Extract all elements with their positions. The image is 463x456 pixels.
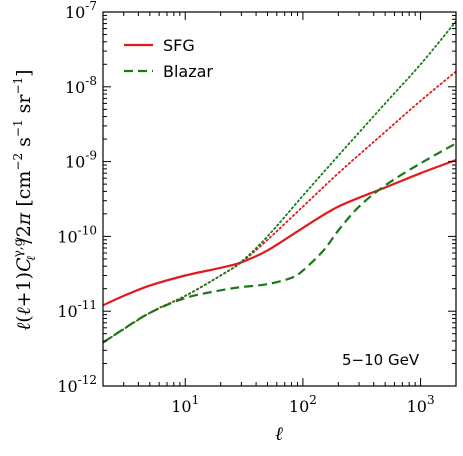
energy-band-annotation: 5−10 GeV [342, 351, 420, 369]
legend-label-blazar: Blazar [163, 62, 213, 81]
tick-labels: 101 102 103 10-12 10-11 10-10 10-9 10-8 10-7 [57, 0, 434, 416]
y-tick-label: 10-9 [65, 149, 97, 172]
legend: SFG Blazar [124, 36, 213, 81]
svg-text:ℓ(ℓ+1)Cγ,gℓ/2π [cm−2 s−1 sr−1]: ℓ(ℓ+1)Cγ,gℓ/2π [cm−2 s−1 sr−1] [11, 69, 38, 330]
series-lines [103, 20, 456, 344]
y-tick-label: 10-12 [57, 373, 97, 396]
series-line-dotted-3 [103, 20, 456, 344]
y-tick-label: 10-10 [57, 223, 97, 246]
x-tick-label: 101 [171, 393, 199, 416]
x-axis-title: ℓ [275, 423, 283, 445]
x-tick-label: 102 [289, 393, 317, 416]
y-axis-title: ℓ(ℓ+1)Cγ,gℓ/2π [cm−2 s−1 sr−1] [11, 69, 38, 330]
y-tick-label: 10-8 [65, 74, 97, 97]
series-line-sfg [103, 158, 456, 307]
legend-label-sfg: SFG [163, 36, 195, 55]
y-tick-label: 10-11 [57, 298, 97, 321]
series-line-dotted-2 [103, 70, 456, 344]
series-line-blazar [103, 142, 456, 344]
axis-ticks [102, 11, 457, 387]
y-tick-label: 10-7 [65, 0, 97, 22]
plot-frame [102, 11, 457, 387]
x-tick-label: 103 [407, 393, 435, 416]
